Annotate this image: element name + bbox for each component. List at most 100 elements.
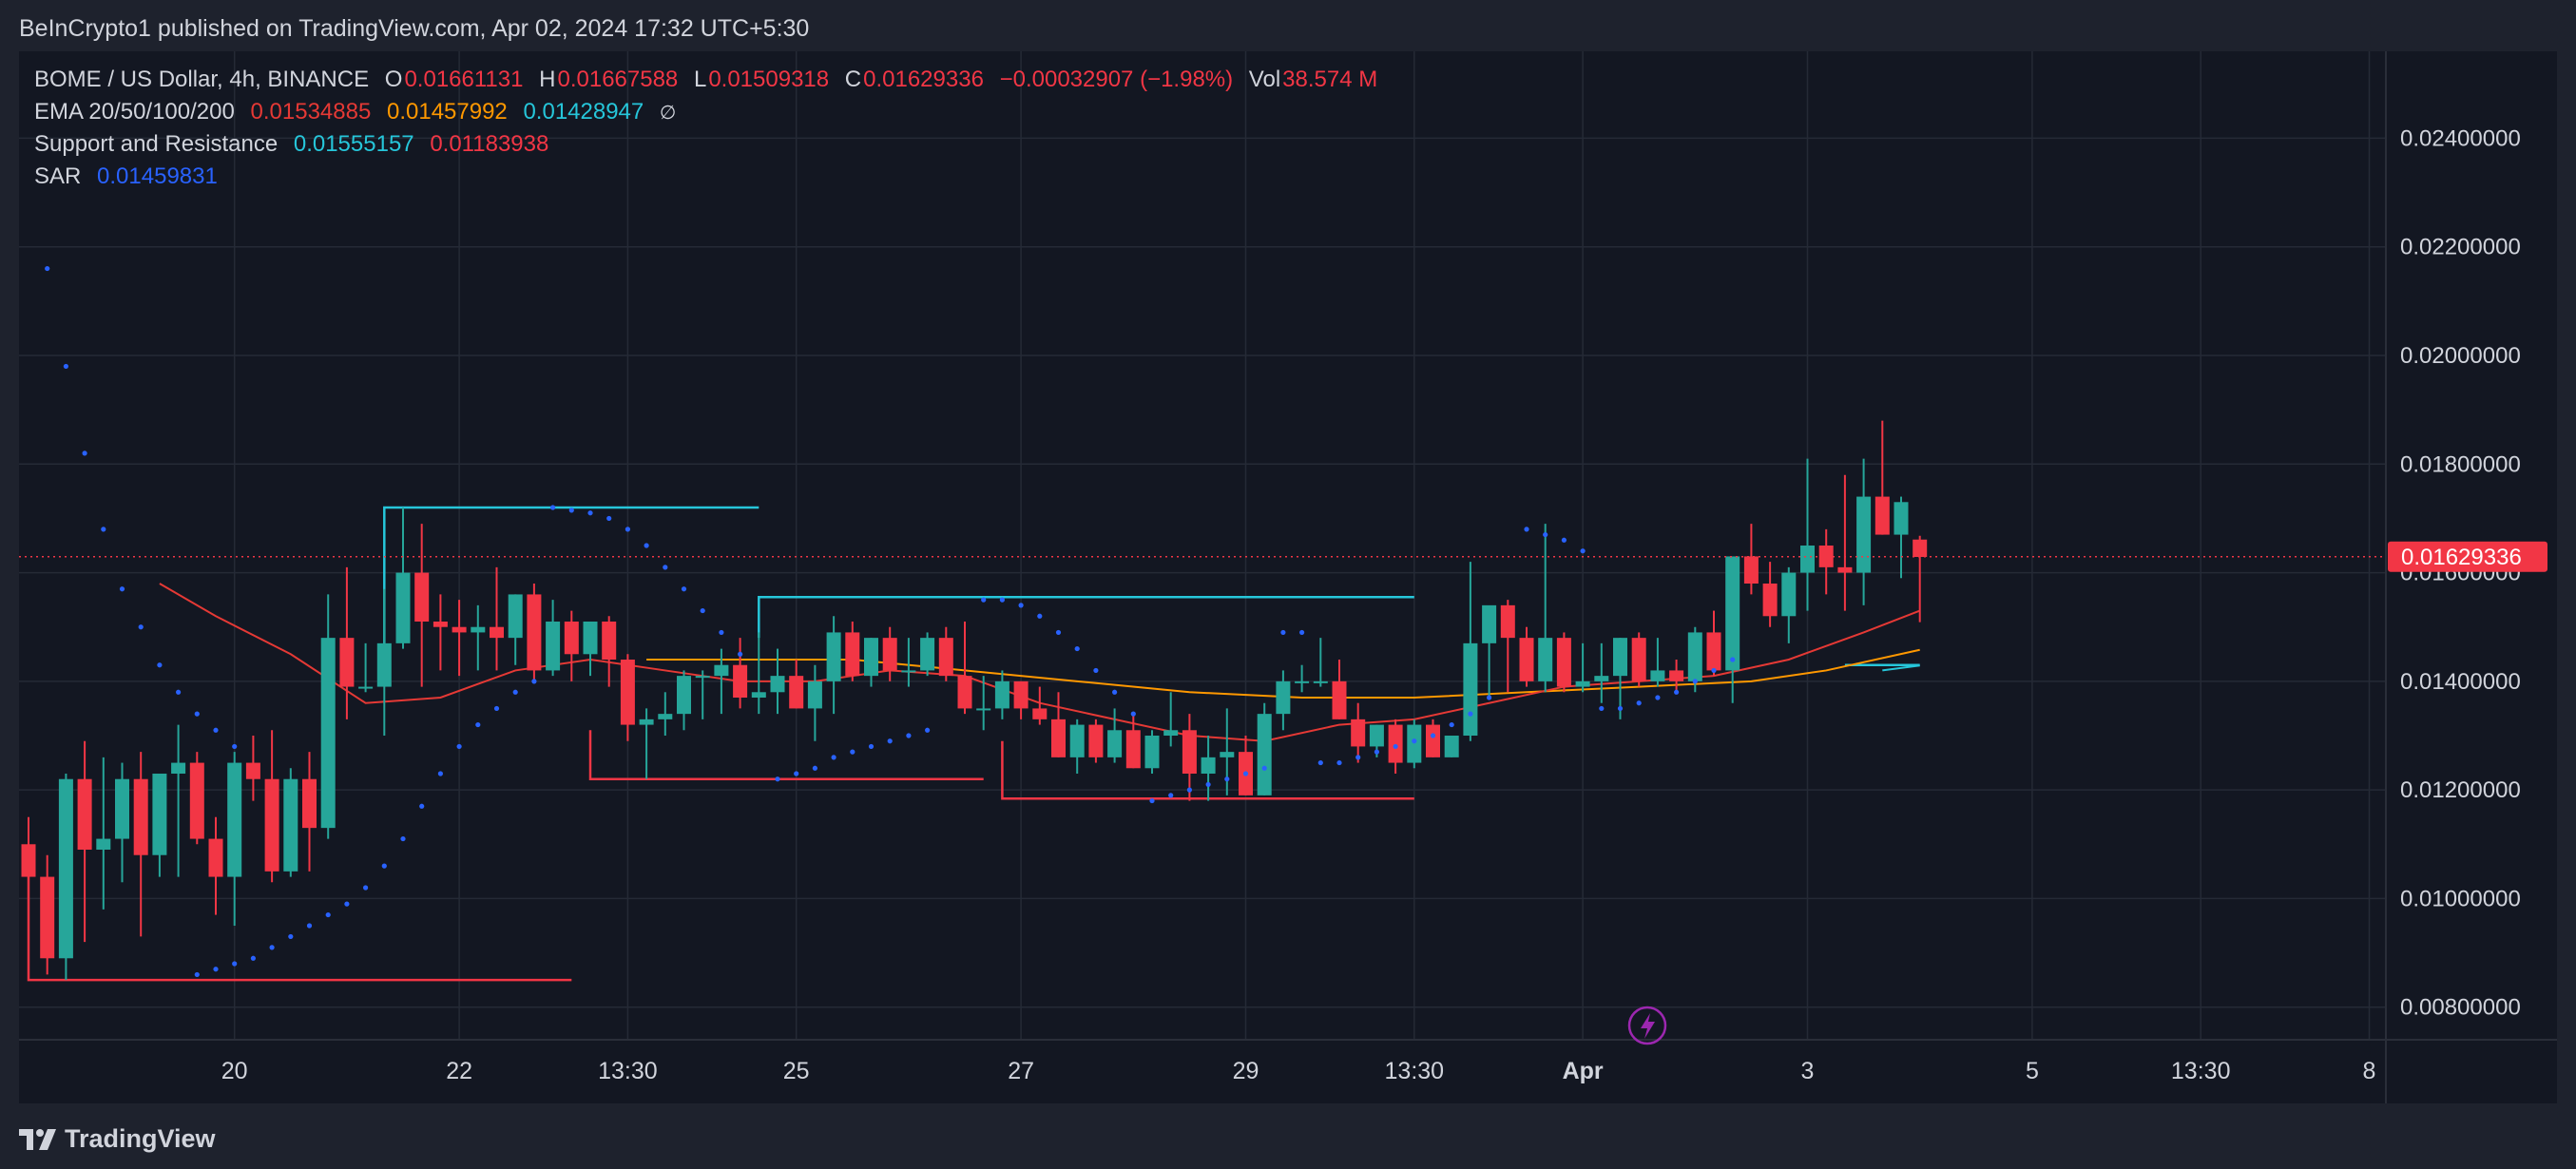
- candle: [1107, 708, 1123, 763]
- sar-dot: [850, 749, 855, 755]
- support-line: [588, 730, 984, 780]
- candle-body: [1163, 730, 1179, 736]
- candle: [1874, 420, 1890, 535]
- symbol-name: BOME / US Dollar, 4h, BINANCE: [34, 67, 370, 92]
- sar-dot: [794, 771, 799, 776]
- sar-dot: [981, 597, 987, 603]
- sar-dot: [1374, 749, 1379, 755]
- y-tick-label: 0.01800000: [2400, 451, 2521, 477]
- candle: [564, 610, 579, 681]
- candle-body: [133, 778, 148, 855]
- sar-dot: [625, 527, 631, 532]
- sar-dot: [1730, 657, 1736, 662]
- high-label: H: [539, 67, 556, 92]
- candle: [490, 566, 504, 671]
- last-price-tag: [2388, 541, 2547, 572]
- sar-dot: [213, 727, 219, 733]
- resistance-line: [758, 596, 1414, 639]
- candle-body: [1556, 638, 1571, 687]
- price-chart[interactable]: 0.02400000 0.02200000 0.02000000 0.01800000…: [19, 51, 2557, 1103]
- candle-body: [639, 719, 654, 725]
- candle: [1818, 528, 1834, 595]
- candle: [1594, 642, 1609, 703]
- candle: [826, 616, 841, 715]
- sar-dot: [1487, 695, 1492, 700]
- change-value: −0.00032907 (−1.98%): [999, 67, 1234, 92]
- sar-dot: [1561, 537, 1567, 543]
- x-tick-label: 3: [1801, 1058, 1815, 1084]
- sar-dot: [700, 607, 705, 614]
- open-value: 0.01661131: [404, 67, 524, 92]
- tradingview-logo[interactable]: TradingView: [19, 1124, 216, 1154]
- candle: [1743, 524, 1759, 595]
- publish-line: BeInCrypto1 published on TradingView.com…: [19, 15, 810, 42]
- sar-legend[interactable]: SAR 0.01459831: [34, 163, 227, 190]
- candle-body: [714, 664, 729, 677]
- support-resistance-legend[interactable]: Support and Resistance 0.01555157 0.0118…: [34, 131, 558, 158]
- candle-body: [1669, 670, 1684, 681]
- sar-dot: [1186, 787, 1192, 793]
- candle: [677, 670, 691, 731]
- sar-dot: [176, 689, 182, 695]
- candle-body: [994, 680, 1009, 709]
- candle: [1013, 680, 1028, 719]
- candle-body: [938, 638, 953, 677]
- candle-body: [751, 692, 766, 698]
- sar-dot: [1543, 531, 1548, 538]
- candle: [695, 670, 710, 719]
- candle: [302, 752, 317, 872]
- sar-dot: [232, 743, 238, 750]
- candle-body: [1500, 604, 1515, 639]
- ema-label: EMA 20/50/100/200: [34, 99, 235, 125]
- ema-legend[interactable]: EMA 20/50/100/200 0.01534885 0.01457992 …: [34, 99, 685, 125]
- sar-dot: [1617, 705, 1624, 712]
- candle: [115, 762, 129, 883]
- sar-dot: [194, 711, 200, 717]
- ema100-line: [1882, 664, 1920, 672]
- candles: [21, 420, 1928, 981]
- candle-body: [1874, 496, 1890, 535]
- candle-body: [1276, 680, 1291, 715]
- candle-body: [1837, 566, 1853, 573]
- sar-dot: [644, 543, 649, 548]
- candle-body: [227, 762, 242, 877]
- chart-area[interactable]: 0.02400000 0.02200000 0.02000000 0.01800000…: [19, 51, 2557, 1103]
- sar-dot: [681, 586, 687, 592]
- candle: [639, 708, 654, 779]
- candle: [1407, 719, 1422, 769]
- candle: [1631, 632, 1646, 687]
- candle: [171, 724, 186, 877]
- candle: [807, 664, 822, 741]
- candle: [1538, 524, 1553, 693]
- candle-body: [527, 594, 542, 671]
- sar-dot: [1430, 733, 1436, 738]
- candle: [920, 632, 935, 677]
- candle: [227, 752, 242, 926]
- candle: [751, 632, 766, 715]
- candle-body: [1743, 556, 1759, 584]
- sar-dot: [1655, 695, 1661, 700]
- sar-dot: [456, 743, 462, 750]
- sar-dot: [400, 835, 406, 842]
- footer: TradingView: [0, 1103, 2576, 1169]
- candle-body: [1781, 572, 1797, 617]
- sar-dot: [999, 597, 1005, 603]
- sar-dot: [1299, 629, 1305, 636]
- x-tick-label: 13:30: [598, 1058, 658, 1084]
- candle-body: [677, 676, 691, 715]
- sar-dots: [45, 265, 1736, 978]
- candle: [1781, 566, 1797, 643]
- sar-dot: [1149, 797, 1155, 804]
- sar-dot: [475, 721, 481, 728]
- candle-body: [58, 778, 73, 959]
- candle: [901, 638, 916, 687]
- x-tick-label: 27: [1008, 1058, 1034, 1084]
- support-line: [1001, 740, 1414, 800]
- sar-dot: [437, 771, 443, 776]
- low-value: 0.01509318: [708, 67, 830, 92]
- candle: [1088, 719, 1104, 763]
- candle-body: [96, 838, 111, 850]
- resistance-value: 0.01555157: [293, 131, 414, 157]
- sar-dot: [344, 901, 350, 907]
- sar-dot: [1168, 793, 1174, 798]
